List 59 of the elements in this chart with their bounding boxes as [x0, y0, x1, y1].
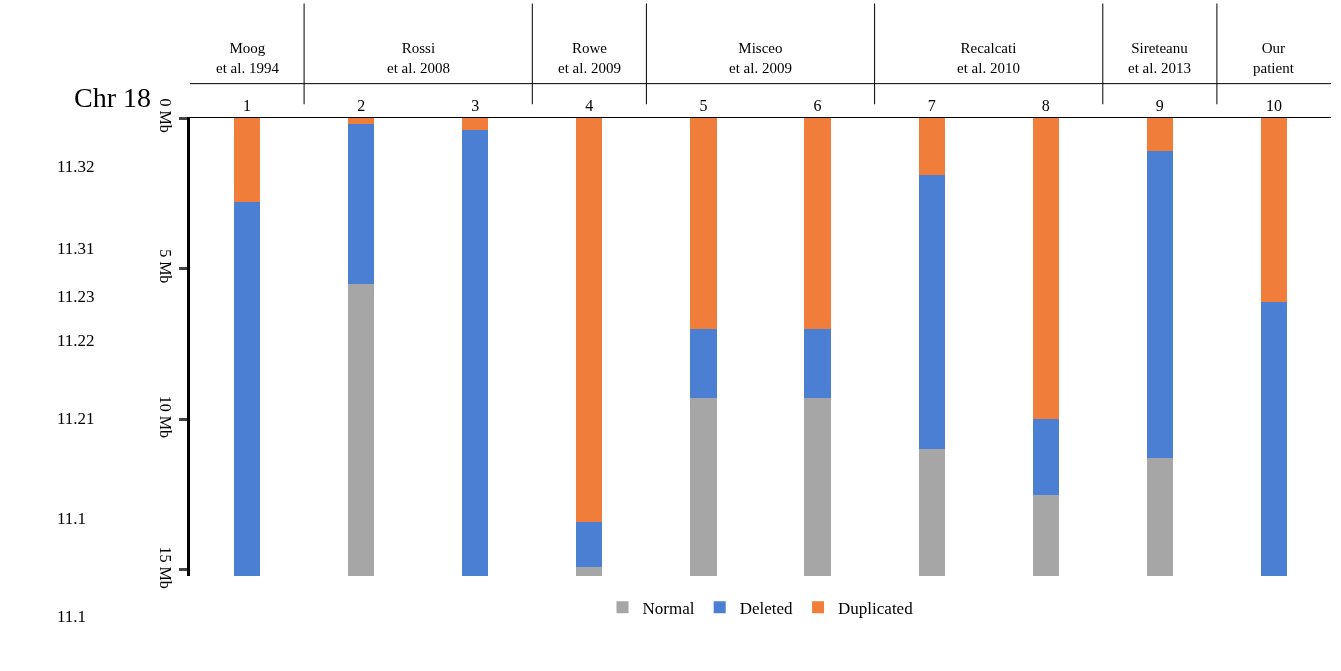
- text: Sireteanu et al. 2013: [1128, 40, 1191, 76]
- bar: [1146, 118, 1173, 152]
- bar: [804, 118, 831, 329]
- bar: [576, 521, 603, 567]
- bar: [918, 175, 945, 450]
- text: Recalcati et al. 2010: [957, 40, 1020, 76]
- text: 11.1: [57, 607, 87, 626]
- y-tick-label: 15 Mb: [156, 546, 174, 589]
- text: 11.1: [57, 509, 87, 528]
- x-tick-label: 6: [813, 96, 822, 114]
- y-tick-label: 10 Mb: [156, 395, 174, 439]
- x-tick-label: 10: [1265, 96, 1282, 114]
- bar: [348, 124, 375, 284]
- bar: [1032, 494, 1059, 576]
- text: Chr 18: [74, 82, 151, 113]
- x-tick-label: 9: [1155, 96, 1164, 114]
- bar: [690, 398, 717, 576]
- text: 11.21: [57, 409, 95, 428]
- bar: [348, 118, 375, 125]
- bar: [918, 449, 945, 576]
- text: Rowe et al. 2009: [558, 40, 621, 76]
- bar: [1146, 151, 1173, 459]
- bar: [690, 328, 717, 399]
- legend-label: Normal: [642, 598, 695, 618]
- bar: [233, 202, 261, 576]
- text: 11.31: [57, 239, 95, 258]
- bar: [348, 283, 375, 576]
- x-tick-label: 1: [243, 96, 252, 114]
- bar: [804, 398, 831, 576]
- y-tick-label: 0 Mb: [156, 98, 174, 133]
- text: 11.32: [57, 157, 95, 176]
- bar: [462, 130, 489, 576]
- x-tick-label: 4: [585, 96, 594, 114]
- bar: [1032, 118, 1059, 420]
- x-tick-label: 2: [357, 96, 366, 114]
- text: Moog et al. 1994: [216, 40, 280, 76]
- text: 11.22: [57, 331, 95, 350]
- bar: [804, 328, 831, 399]
- text: Misceo et al. 2009: [729, 40, 792, 76]
- text: Rossi et al. 2008: [387, 40, 450, 76]
- text: Our patient: [1253, 40, 1295, 76]
- x-tick-label: 5: [699, 96, 708, 114]
- x-tick-label: 3: [471, 96, 480, 114]
- legend-label: Deleted: [739, 598, 794, 618]
- bar: [576, 118, 603, 522]
- x-tick-label: 8: [1041, 96, 1050, 114]
- bar: [1260, 301, 1288, 576]
- bar: [233, 118, 261, 203]
- bar: [576, 566, 603, 576]
- text: 11.23: [57, 287, 95, 306]
- legend-label: Duplicated: [838, 598, 914, 618]
- bar: [462, 118, 489, 131]
- bar: [1260, 118, 1288, 302]
- bar: [1032, 419, 1059, 495]
- bar: [918, 118, 945, 176]
- bar: [690, 118, 717, 329]
- x-tick-label: 7: [927, 96, 936, 114]
- bar: [1146, 458, 1173, 576]
- y-tick-label: 5 Mb: [156, 249, 174, 284]
